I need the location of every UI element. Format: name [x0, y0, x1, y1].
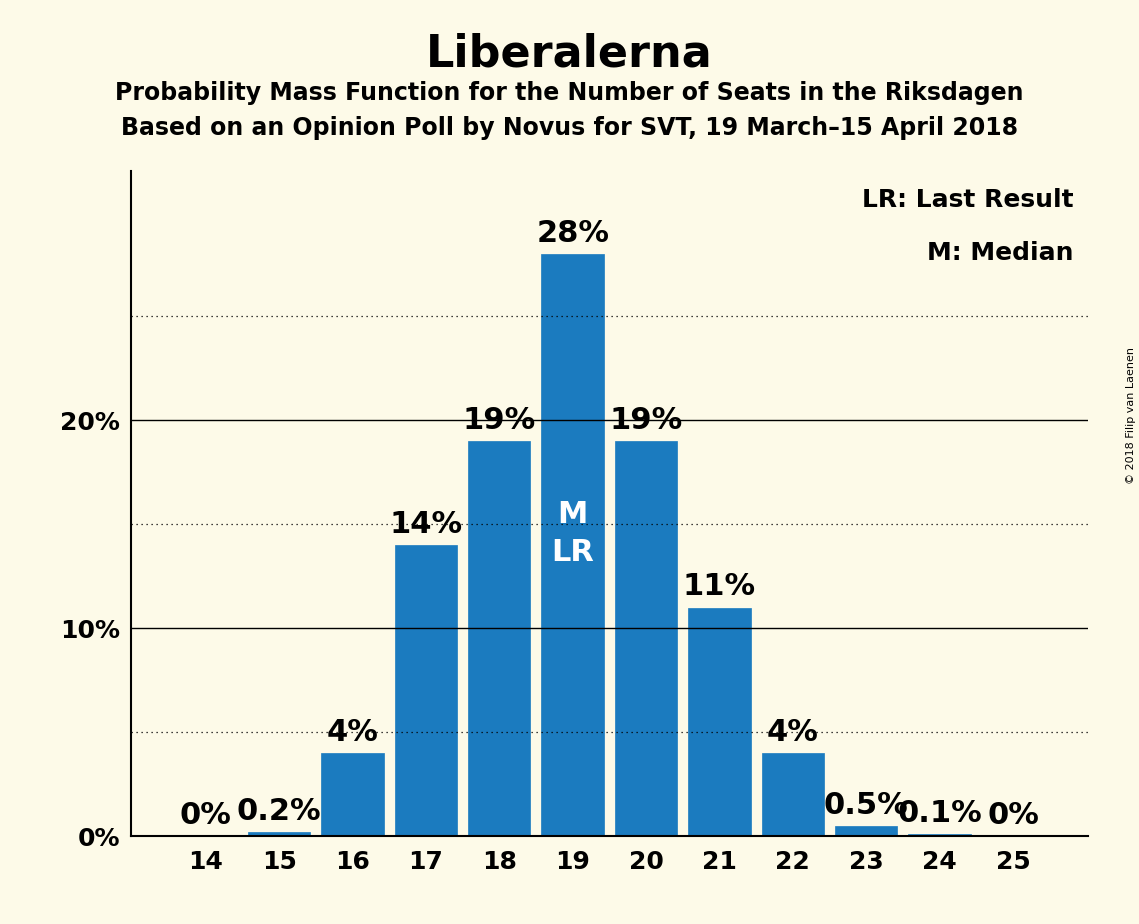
Bar — [615, 442, 678, 836]
Text: 0%: 0% — [180, 801, 231, 830]
Text: 0.1%: 0.1% — [898, 799, 982, 828]
Bar — [688, 608, 751, 836]
Text: M
LR: M LR — [551, 500, 595, 567]
Text: 4%: 4% — [767, 718, 819, 747]
Text: LR: Last Result: LR: Last Result — [862, 188, 1073, 212]
Text: 4%: 4% — [327, 718, 378, 747]
Text: 0%: 0% — [988, 801, 1039, 830]
Bar — [762, 753, 823, 836]
Text: 11%: 11% — [683, 572, 756, 602]
Text: Probability Mass Function for the Number of Seats in the Riksdagen: Probability Mass Function for the Number… — [115, 81, 1024, 105]
Text: 0.2%: 0.2% — [237, 796, 321, 826]
Text: 14%: 14% — [390, 510, 462, 539]
Text: 19%: 19% — [609, 406, 682, 435]
Text: © 2018 Filip van Laenen: © 2018 Filip van Laenen — [1126, 347, 1136, 484]
Text: Liberalerna: Liberalerna — [426, 32, 713, 76]
Bar — [468, 442, 531, 836]
Text: Based on an Opinion Poll by Novus for SVT, 19 March–15 April 2018: Based on an Opinion Poll by Novus for SV… — [121, 116, 1018, 140]
Text: 28%: 28% — [536, 219, 609, 248]
Text: 19%: 19% — [462, 406, 535, 435]
Text: 0.5%: 0.5% — [823, 791, 909, 820]
Bar — [395, 545, 457, 836]
Bar — [909, 834, 970, 836]
Bar — [321, 753, 384, 836]
Bar — [835, 826, 898, 836]
Text: M: Median: M: Median — [927, 241, 1073, 265]
Bar — [248, 833, 310, 836]
Bar — [541, 254, 604, 836]
